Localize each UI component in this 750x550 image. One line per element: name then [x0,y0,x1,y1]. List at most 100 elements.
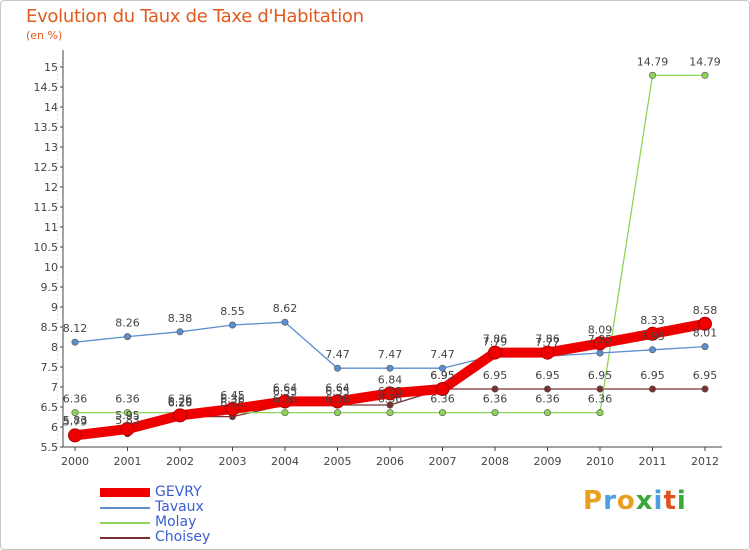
data-label-choisey: 6.95 [588,369,613,382]
x-tick-label: 2004 [271,455,299,468]
logo-letter: P [583,486,604,516]
legend-swatch [100,521,150,524]
data-label-gevry: 8.58 [693,304,718,317]
data-point-gevry [173,408,187,423]
data-label-gevry: 6.29 [168,395,193,408]
legend-label: Tavaux [155,499,204,515]
y-tick-label: 13 [44,141,58,154]
legend-item-choisey: Choisey [100,530,210,545]
data-point-gevry [383,386,397,401]
series-line-molay [74,74,706,414]
x-tick-label: 2001 [114,455,142,468]
data-label-choisey: 5.83 [63,414,88,427]
data-label-tavaux: 7.47 [325,348,350,361]
y-tick-label: 14 [44,101,58,114]
y-tick-label: 8 [51,341,58,354]
data-label-molay: 6.36 [430,393,455,406]
y-tick-label: 7 [51,381,58,394]
data-point-choisey [648,385,656,393]
data-point-gevry [330,394,345,409]
data-label-molay: 6.36 [483,393,508,406]
data-labels: 5.83 5.83 6.26 6.26 6.55 6.55 6.55 6.95 6.95 6.95… [63,55,721,428]
y-tick-label: 11.5 [34,201,59,214]
data-label-tavaux: 7.77 [535,336,560,349]
proxiti-logo: Proxiti [583,486,687,516]
y-tick-label: 12 [44,181,58,194]
y-tick-label: 12.5 [34,161,59,174]
data-point-molay [281,409,289,417]
data-label-gevry: 5.95 [115,409,140,422]
y-tick-label: 6 [51,421,58,434]
x-tick-label: 2011 [639,455,667,468]
data-point-choisey [543,385,551,393]
data-point-tavaux [176,328,184,336]
x-tick-label: 2010 [586,455,614,468]
legend-item-gevry: GEVRY [100,485,202,500]
x-tick-label: 2000 [61,455,89,468]
data-label-tavaux: 8.01 [693,327,718,340]
data-label-choisey: 6.55 [378,385,403,398]
data-label-tavaux: 7.47 [378,348,403,361]
legend-swatch [100,536,150,539]
data-label-molay: 6.36 [273,393,298,406]
data-point-gevry [278,394,292,409]
data-label-choisey: 5.83 [115,414,140,427]
data-point-gevry [488,345,502,360]
chart-title: Evolution du Taux de Taxe d'Habitation [26,6,364,27]
data-label-molay: 14.79 [689,55,721,68]
data-point-tavaux [701,343,709,351]
data-label-molay: 14.79 [637,55,669,68]
data-label-choisey: 6.26 [220,397,245,410]
logo-letter: x [635,486,654,516]
data-label-gevry: 8.33 [640,314,665,327]
data-point-gevry [593,336,607,351]
data-label-gevry: 5.79 [63,415,88,428]
data-label-gevry: 8.09 [588,323,613,336]
x-tick-label: 2008 [481,455,509,468]
data-label-choisey: 6.26 [168,397,193,410]
legend-item-tavaux: Tavaux [100,500,204,515]
data-label-gevry: 7.86 [483,333,508,346]
logo-letter: t [663,486,677,516]
data-point-tavaux [438,364,446,372]
data-label-molay: 6.36 [535,393,560,406]
data-label-choisey: 6.95 [483,369,508,382]
x-tick-label: 2012 [691,455,719,468]
data-label-tavaux: 7.79 [483,335,508,348]
x-tick-label: 2006 [376,455,404,468]
x-tick-label: 2009 [534,455,562,468]
data-label-molay: 6.36 [588,393,613,406]
data-point-molay [701,71,709,79]
data-label-gevry: 6.84 [378,373,403,386]
data-point-gevry [225,402,240,416]
data-point-molay [543,409,551,417]
data-point-gevry [645,326,660,341]
data-label-choisey: 6.55 [273,385,298,398]
data-label-molay: 6.36 [378,393,403,406]
data-point-gevry [120,422,135,436]
data-point-gevry [540,345,555,360]
data-label-choisey: 6.95 [535,369,560,382]
chart-axes: 5.5 6 6.5 7 7.5 8 8.5 9 9.5 10 10.5 11 11.5 12 12.5 13 1… [34,50,722,468]
data-label-tavaux: 8.62 [273,302,298,315]
data-label-tavaux: 7.47 [430,348,455,361]
legend-label: GEVRY [155,484,202,500]
y-tick-label: 6.5 [41,401,59,414]
data-label-gevry: 6.95 [430,369,455,382]
chart-subtitle: (en %) [26,29,63,42]
data-point-tavaux [386,364,394,372]
legend-label: Choisey [155,529,211,545]
y-tick-label: 9 [51,301,58,314]
data-point-choisey [386,401,394,409]
data-point-tavaux [71,338,79,346]
data-label-gevry: 6.45 [220,389,245,402]
legend-label: Molay [155,514,197,530]
data-point-tavaux [124,333,132,341]
logo-letter: r [603,486,617,516]
data-label-choisey: 6.55 [325,385,350,398]
data-point-choisey [701,385,709,393]
data-label-gevry: 6.64 [325,381,350,394]
data-label-tavaux: 8.26 [115,317,140,330]
